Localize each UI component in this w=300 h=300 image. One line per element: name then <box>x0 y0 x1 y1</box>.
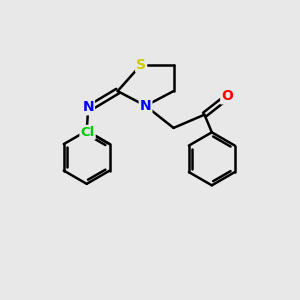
Text: N: N <box>82 100 94 114</box>
Text: N: N <box>140 99 152 113</box>
Text: Cl: Cl <box>80 126 95 139</box>
Text: S: S <box>136 58 146 72</box>
Text: O: O <box>221 89 233 103</box>
